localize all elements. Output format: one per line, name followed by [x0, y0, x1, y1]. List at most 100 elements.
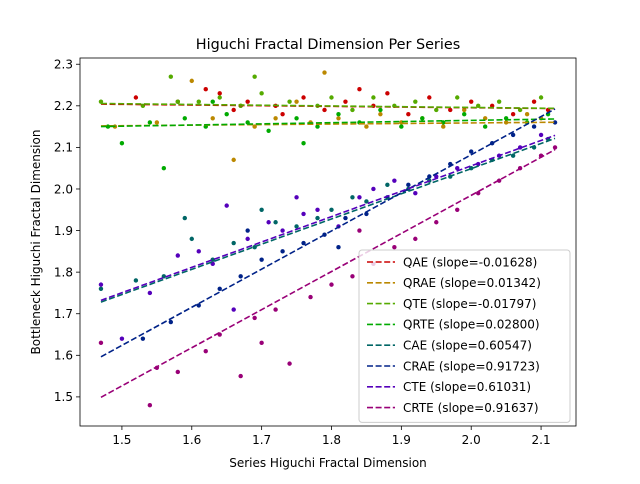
data-point-s4-8 — [294, 224, 299, 229]
data-point-s6-14 — [371, 186, 376, 192]
x-tick-label-5: 2.0 — [462, 433, 481, 447]
data-point-s0-13 — [427, 95, 432, 100]
y-tick-label-6: 2.1 — [54, 141, 73, 155]
data-point-s7-4 — [203, 348, 208, 354]
data-point-s1-5 — [252, 124, 257, 129]
data-point-s6-2 — [147, 290, 153, 296]
data-point-s5-9 — [343, 215, 348, 221]
data-point-s7-19 — [496, 178, 502, 183]
data-point-s6-10 — [301, 211, 306, 217]
data-point-s4-11 — [350, 195, 355, 200]
data-point-s7-9 — [287, 361, 292, 366]
y-ticks: 1.5 1.6 1.7 1.8 1.9 2.0 2.1 2.2 2.3 — [54, 58, 80, 404]
plot-frame — [79, 57, 577, 427]
y-tick-label-4: 1.9 — [54, 224, 73, 238]
data-point-s7-17 — [455, 207, 460, 212]
data-point-s6-1 — [119, 336, 125, 341]
fit-line-6 — [100, 134, 556, 302]
data-point-s2-20 — [252, 74, 257, 79]
data-point-s5-18 — [531, 124, 537, 129]
x-tick-label-6: 2.1 — [532, 433, 551, 447]
data-point-s7-22 — [552, 145, 558, 150]
data-point-s5-12 — [406, 182, 411, 188]
data-point-s3-15 — [420, 116, 425, 121]
data-point-s3-18 — [482, 124, 488, 129]
data-point-s4-12 — [364, 199, 369, 204]
data-point-s4-13 — [385, 182, 390, 188]
data-point-s6-15 — [392, 178, 397, 183]
data-point-s6-18 — [455, 165, 460, 171]
y-tick-label-0: 1.5 — [54, 390, 73, 404]
legend-box — [358, 249, 571, 423]
legend-label-1: QRAE (slope=0.01342) — [403, 276, 541, 290]
data-point-s3-13 — [378, 107, 383, 113]
data-point-s7-7 — [252, 315, 257, 321]
data-point-s5-1 — [168, 319, 174, 325]
data-point-s3-4 — [182, 116, 187, 121]
legend-label-5: CRAE (slope=0.91723) — [403, 359, 540, 373]
data-point-s3-3 — [161, 165, 167, 171]
data-point-s4-5 — [231, 240, 236, 246]
data-point-s6-22 — [538, 132, 544, 138]
data-point-s6-7 — [245, 236, 250, 242]
fit-line-5 — [100, 108, 556, 358]
data-point-s3-14 — [399, 124, 404, 129]
legend-label-7: CRTE (slope=0.91637) — [403, 401, 539, 415]
data-point-s5-5 — [259, 257, 264, 262]
legend-label-6: CTE (slope=0.61031) — [403, 380, 531, 394]
data-point-s2-3 — [196, 99, 201, 104]
data-point-s1-20 — [294, 99, 299, 104]
data-point-s2-4 — [217, 95, 222, 100]
data-point-s6-9 — [280, 228, 285, 233]
y-tick-label-8: 2.3 — [54, 58, 73, 72]
data-point-s6-21 — [517, 145, 523, 150]
data-point-s1-1 — [154, 120, 160, 125]
x-axis-label: Series Higuchi Fractal Dimension — [229, 456, 427, 470]
legend-label-0: QAE (slope=-0.01628) — [403, 255, 537, 269]
x-tick-label-0: 1.5 — [112, 433, 131, 447]
data-point-s4-10 — [329, 207, 334, 212]
data-point-s6-0 — [98, 282, 104, 287]
data-point-s0-12 — [406, 111, 411, 117]
legend-label-3: QRTE (slope=0.02800) — [403, 318, 540, 332]
data-point-s1-2 — [189, 78, 194, 84]
data-point-s3-2 — [147, 120, 153, 125]
data-point-s5-3 — [217, 286, 222, 291]
data-point-s5-20 — [336, 245, 341, 250]
data-point-s4-22 — [259, 207, 264, 212]
data-point-s7-18 — [476, 190, 481, 196]
fit-lines-layer — [100, 102, 556, 398]
data-point-s2-15 — [455, 95, 460, 100]
data-point-s7-14 — [392, 245, 397, 250]
data-point-s0-21 — [280, 111, 285, 117]
data-point-s3-23 — [301, 141, 306, 146]
y-tick-label-1: 1.6 — [54, 349, 73, 363]
data-point-s5-2 — [196, 303, 201, 308]
data-point-s3-17 — [462, 111, 467, 117]
data-point-s5-19 — [552, 120, 558, 125]
data-point-s4-7 — [273, 220, 278, 225]
data-point-s7-6 — [238, 373, 243, 379]
data-point-s3-11 — [336, 111, 341, 117]
data-point-s0-5 — [245, 99, 250, 104]
data-point-s1-15 — [462, 107, 467, 113]
data-point-s7-11 — [329, 282, 334, 287]
fit-line-3 — [100, 118, 556, 128]
data-point-s2-13 — [413, 99, 418, 104]
data-point-s5-17 — [510, 132, 516, 138]
data-point-s1-18 — [524, 111, 530, 117]
data-point-s2-14 — [434, 107, 439, 113]
data-point-s4-0 — [98, 286, 104, 291]
data-point-s1-14 — [441, 124, 446, 129]
data-point-s7-3 — [175, 369, 180, 375]
data-point-s0-17 — [510, 111, 516, 117]
data-point-s2-7 — [287, 99, 292, 104]
x-tick-label-2: 1.7 — [252, 433, 271, 447]
data-point-s0-14 — [448, 107, 453, 113]
data-point-s5-21 — [245, 228, 250, 233]
x-tick-label-1: 1.6 — [182, 433, 201, 447]
data-point-s0-3 — [217, 91, 222, 96]
data-point-s2-19 — [538, 95, 544, 100]
data-point-s7-1 — [147, 403, 153, 408]
